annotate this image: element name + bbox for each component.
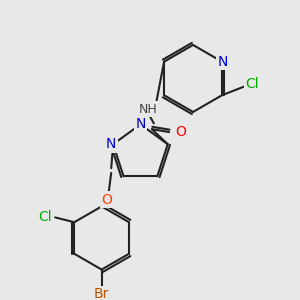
Text: N: N <box>218 55 228 69</box>
Text: O: O <box>101 193 112 207</box>
Text: Cl: Cl <box>38 210 52 224</box>
Text: NH: NH <box>139 103 158 116</box>
Text: Br: Br <box>94 287 109 300</box>
Text: O: O <box>175 125 186 139</box>
Text: N: N <box>135 117 146 131</box>
Text: Cl: Cl <box>245 77 259 91</box>
Text: N: N <box>106 137 116 151</box>
